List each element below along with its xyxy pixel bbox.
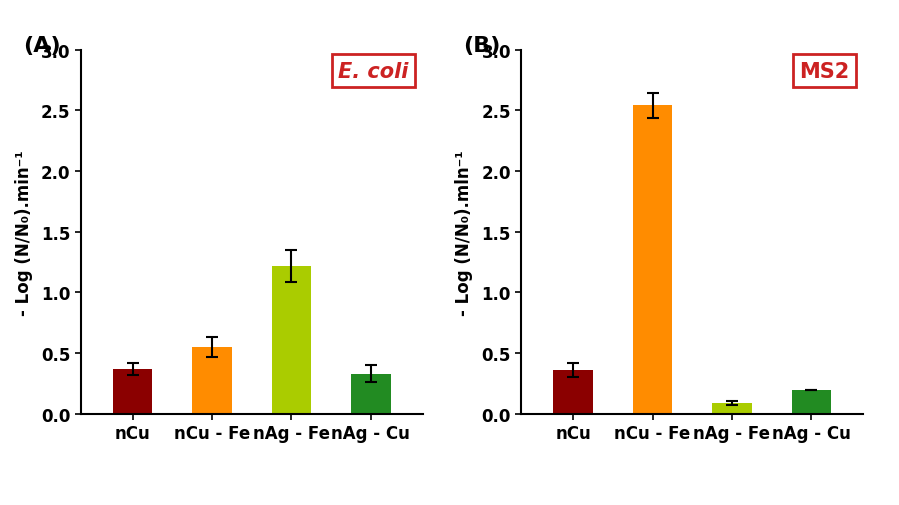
Y-axis label: - Log (N/N₀).mln⁻¹: - Log (N/N₀).mln⁻¹ — [455, 149, 473, 315]
Text: E. coli: E. coli — [339, 62, 409, 81]
Bar — [271, 266, 311, 414]
Text: (B): (B) — [463, 36, 501, 56]
Bar — [712, 403, 752, 414]
Bar — [633, 106, 672, 414]
Text: MS2: MS2 — [799, 62, 850, 81]
Bar — [791, 390, 832, 414]
Text: (A): (A) — [22, 36, 60, 56]
Bar — [351, 374, 391, 414]
Bar — [112, 369, 153, 414]
Y-axis label: - Log (N/N₀).min⁻¹: - Log (N/N₀).min⁻¹ — [14, 149, 32, 315]
Bar — [192, 347, 232, 414]
Bar — [553, 371, 593, 414]
